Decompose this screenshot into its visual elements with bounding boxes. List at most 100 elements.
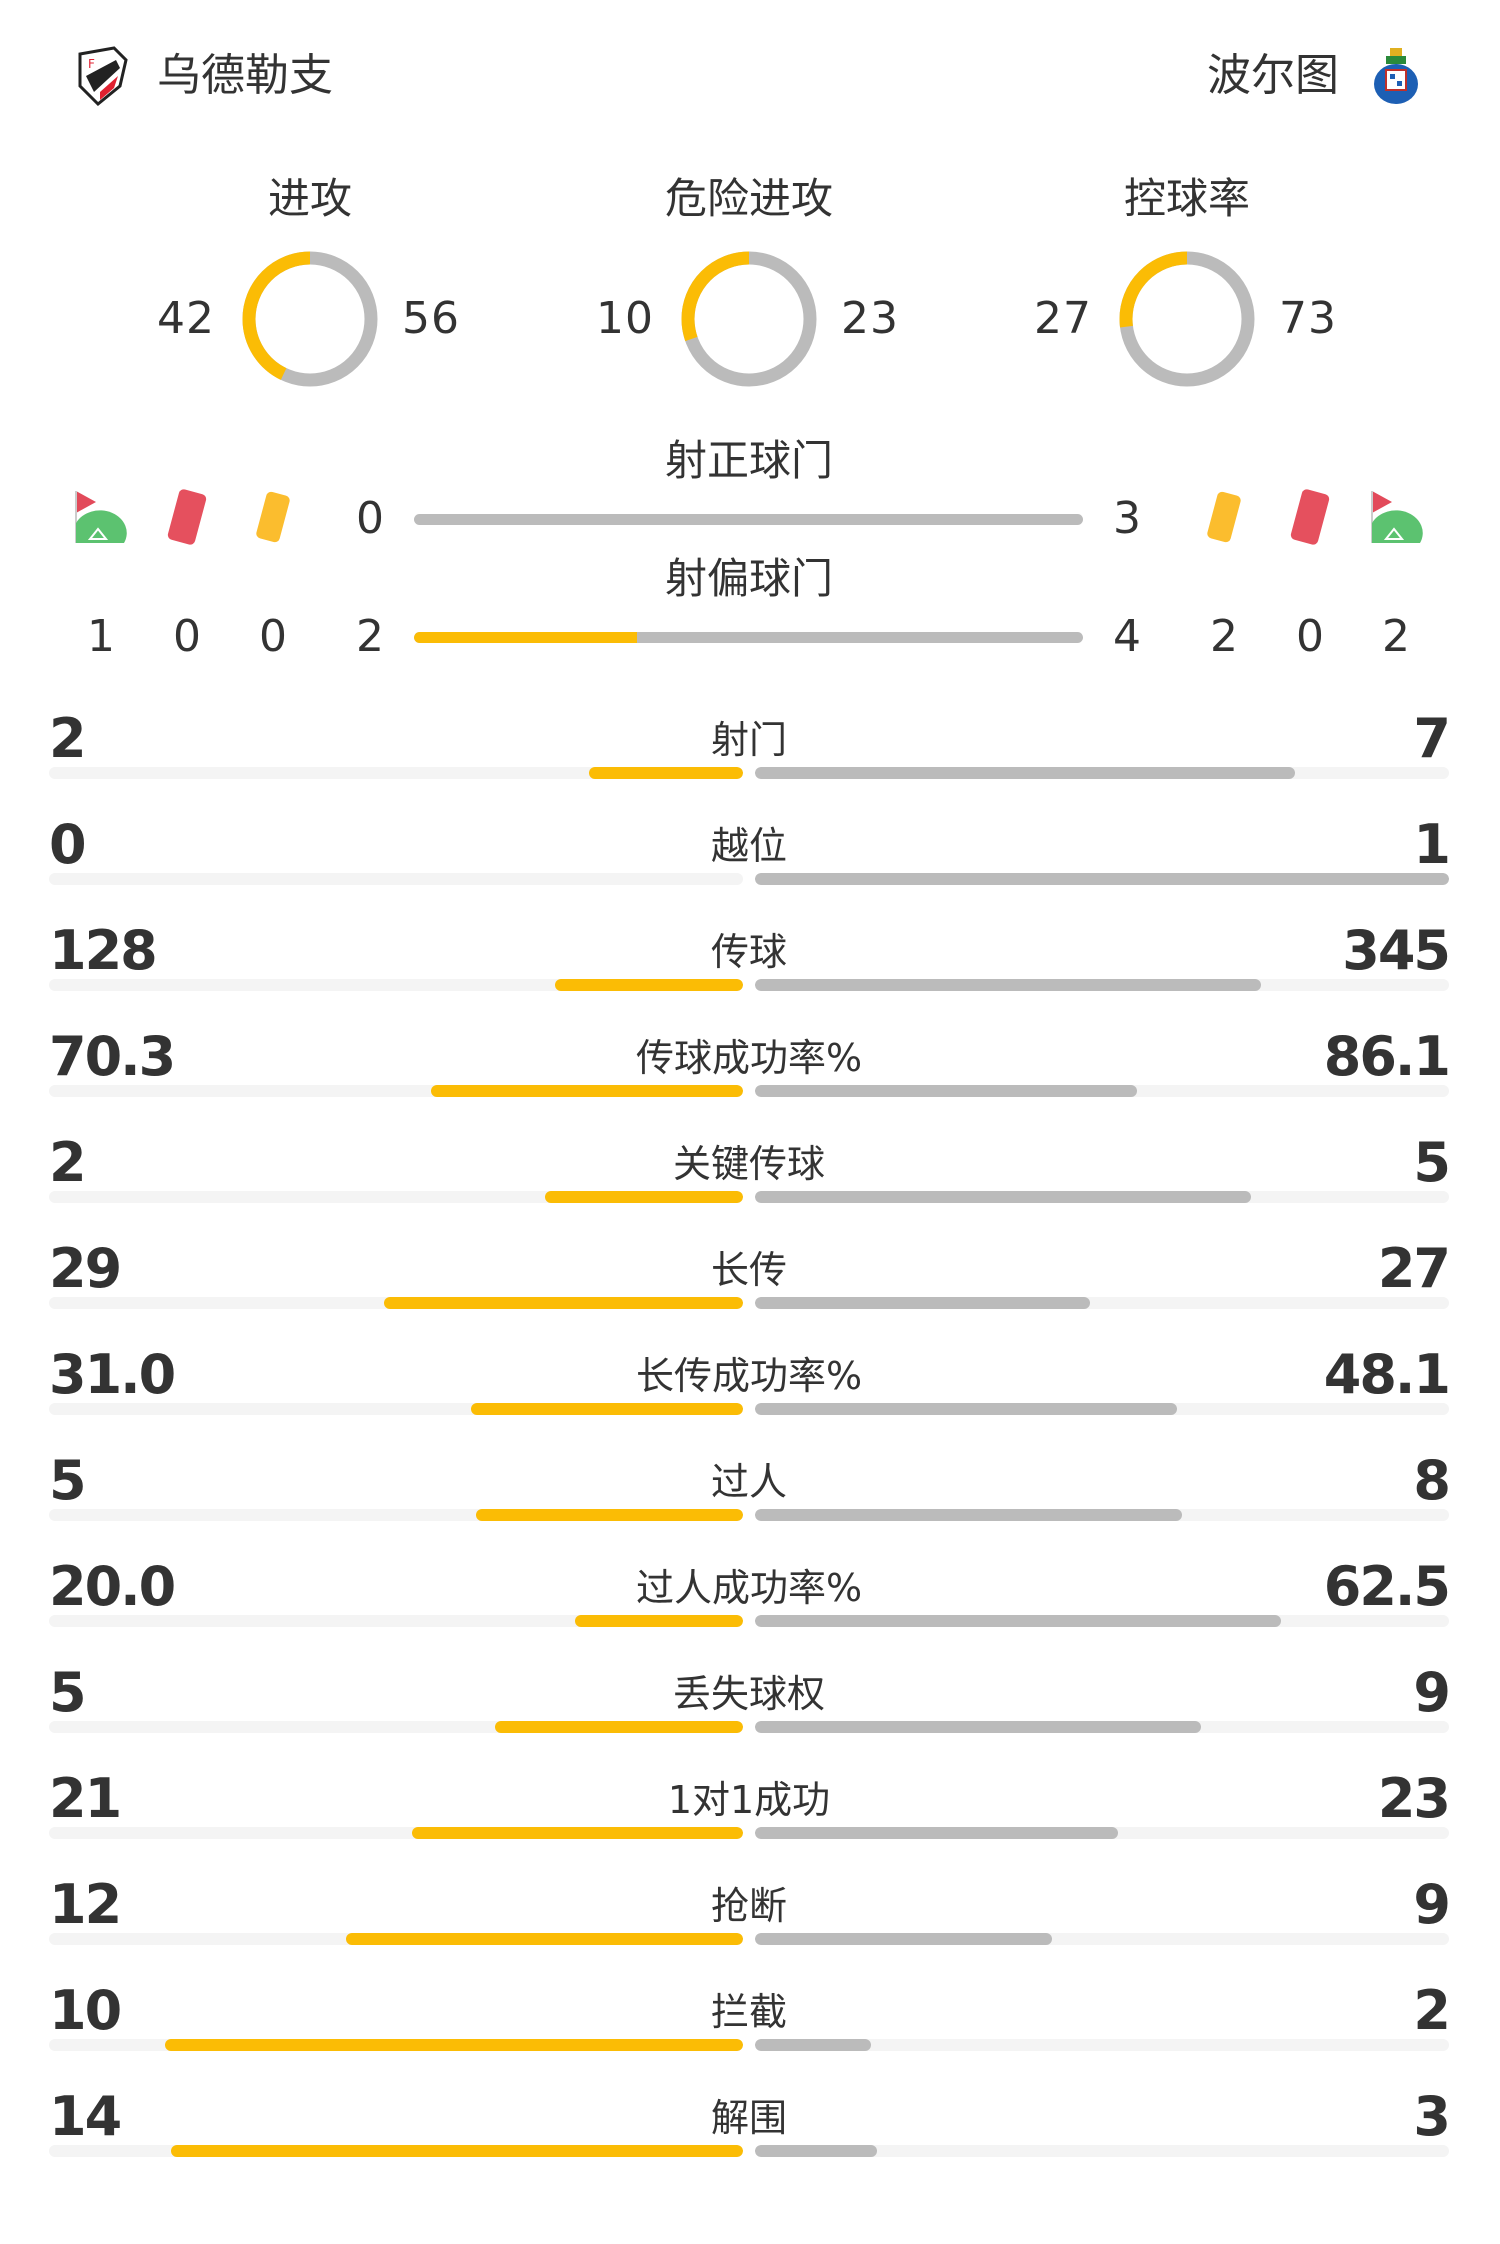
stat-home-track bbox=[49, 1827, 743, 1839]
stat-home-bar bbox=[588, 767, 743, 779]
donut-home-arc bbox=[242, 251, 378, 387]
stat-row: 128 传球 345 bbox=[49, 919, 1451, 1027]
stat-home-track bbox=[49, 1403, 743, 1415]
stat-away-value: 9 bbox=[1413, 1661, 1451, 1724]
away-team-name: 波尔图 bbox=[1207, 50, 1339, 101]
yellow-card-icon bbox=[1196, 487, 1252, 547]
donut-away-value: 56 bbox=[402, 293, 460, 344]
stat-label: 丢失球权 bbox=[672, 1672, 825, 1716]
stat-home-value: 128 bbox=[49, 919, 158, 982]
stat-away-value: 3 bbox=[1413, 2085, 1451, 2148]
stat-away-track bbox=[755, 1085, 1449, 1097]
stat-home-bar bbox=[476, 1509, 743, 1521]
stat-away-bar bbox=[755, 1085, 1138, 1097]
stat-away-bar bbox=[755, 1615, 1281, 1627]
away-yellow-cards-count: 2 bbox=[1210, 611, 1238, 662]
stat-away-track bbox=[755, 767, 1449, 779]
stat-home-bar bbox=[495, 1721, 743, 1733]
stat-away-bar bbox=[755, 1721, 1202, 1733]
stat-away-bar bbox=[755, 1297, 1090, 1309]
stat-away-track bbox=[755, 1827, 1449, 1839]
stat-home-value: 0 bbox=[49, 813, 87, 876]
stat-home-track bbox=[49, 873, 743, 885]
stat-label: 越位 bbox=[710, 824, 787, 868]
donut-home-arc bbox=[1119, 251, 1255, 387]
stat-row: 29 长传 27 bbox=[49, 1237, 1451, 1345]
shots-off-target-label: 射偏球门 bbox=[664, 554, 833, 603]
stat-away-track bbox=[755, 1933, 1449, 1945]
stat-away-bar bbox=[755, 873, 1449, 885]
stat-row: 14 解围 3 bbox=[49, 2085, 1451, 2193]
stat-away-bar bbox=[755, 979, 1262, 991]
stat-label: 关键传球 bbox=[672, 1142, 825, 1186]
stat-home-value: 31.0 bbox=[49, 1343, 176, 1406]
stat-away-value: 9 bbox=[1413, 1873, 1451, 1936]
shots-on-target-bar bbox=[414, 514, 1083, 525]
stat-home-bar bbox=[544, 1191, 743, 1203]
stat-row: 12 抢断 9 bbox=[49, 1873, 1451, 1981]
stat-away-value: 345 bbox=[1342, 919, 1451, 982]
stat-away-bar bbox=[755, 767, 1295, 779]
stat-label: 过人 bbox=[710, 1460, 787, 1504]
stat-label: 传球成功率% bbox=[635, 1036, 863, 1080]
stat-home-bar bbox=[164, 2039, 743, 2051]
donut-away-value: 23 bbox=[841, 293, 899, 344]
stat-label: 抢断 bbox=[710, 1884, 787, 1928]
stat-home-track bbox=[49, 1615, 743, 1627]
stat-home-value: 2 bbox=[49, 1131, 87, 1194]
donut-home-value: 42 bbox=[157, 293, 215, 344]
corner-flag-icon bbox=[72, 487, 128, 547]
stat-home-bar bbox=[471, 1403, 743, 1415]
stat-label: 传球 bbox=[710, 930, 787, 974]
shots-on-target-home: 0 bbox=[356, 493, 384, 544]
stat-row: 31.0 长传成功率% 48.1 bbox=[49, 1343, 1451, 1451]
stat-home-value: 29 bbox=[49, 1237, 122, 1300]
stat-away-value: 23 bbox=[1377, 1767, 1451, 1830]
stat-home-track bbox=[49, 1085, 743, 1097]
shots-on-target-away: 3 bbox=[1113, 493, 1141, 544]
stat-away-value: 27 bbox=[1377, 1237, 1451, 1300]
red-card-icon bbox=[1282, 487, 1338, 547]
donut-chart bbox=[240, 249, 380, 389]
stat-label: 长传 bbox=[710, 1248, 787, 1292]
stat-home-bar bbox=[346, 1933, 743, 1945]
donut-chart bbox=[679, 249, 819, 389]
stat-away-bar bbox=[755, 1933, 1053, 1945]
stat-away-value: 2 bbox=[1413, 1979, 1451, 2042]
stat-home-value: 10 bbox=[49, 1979, 122, 2042]
stat-away-track bbox=[755, 1191, 1449, 1203]
donut-label: 控球率 bbox=[1123, 174, 1250, 223]
yellow-card-icon bbox=[245, 487, 301, 547]
donut-away-value: 73 bbox=[1279, 293, 1337, 344]
corner-flag-icon bbox=[1368, 487, 1424, 547]
stat-label: 拦截 bbox=[710, 1990, 787, 2034]
stat-home-track bbox=[49, 767, 743, 779]
donut-home-arc bbox=[681, 251, 817, 387]
stat-home-track bbox=[49, 1191, 743, 1203]
stat-away-bar bbox=[755, 2039, 871, 2051]
stat-away-bar bbox=[755, 1403, 1177, 1415]
stat-away-bar bbox=[755, 1827, 1118, 1839]
stat-away-value: 48.1 bbox=[1323, 1343, 1451, 1406]
stat-home-bar bbox=[555, 979, 743, 991]
shots-off-target-bar bbox=[414, 632, 1083, 643]
fc-utrecht-crest-icon: F bbox=[74, 46, 130, 107]
stat-home-bar bbox=[171, 2145, 743, 2157]
shots-off-target-home-fill bbox=[414, 632, 637, 643]
away-red-cards-count: 0 bbox=[1296, 611, 1324, 662]
stat-label: 射门 bbox=[710, 718, 787, 762]
stat-away-track bbox=[755, 873, 1449, 885]
home-yellow-cards-count: 0 bbox=[259, 611, 287, 662]
stat-label: 解围 bbox=[710, 2096, 787, 2140]
stat-away-value: 86.1 bbox=[1323, 1025, 1451, 1088]
stat-home-bar bbox=[431, 1085, 743, 1097]
stat-label: 1对1成功 bbox=[667, 1778, 831, 1822]
stat-home-value: 20.0 bbox=[49, 1555, 176, 1618]
stat-row: 21 1对1成功 23 bbox=[49, 1767, 1451, 1875]
stat-away-track bbox=[755, 1297, 1449, 1309]
stat-row: 5 过人 8 bbox=[49, 1451, 1451, 1557]
stat-home-track bbox=[49, 1721, 743, 1733]
stat-home-bar bbox=[574, 1615, 743, 1627]
stat-home-track bbox=[49, 979, 743, 991]
stat-row: 2 射门 7 bbox=[49, 709, 1451, 815]
